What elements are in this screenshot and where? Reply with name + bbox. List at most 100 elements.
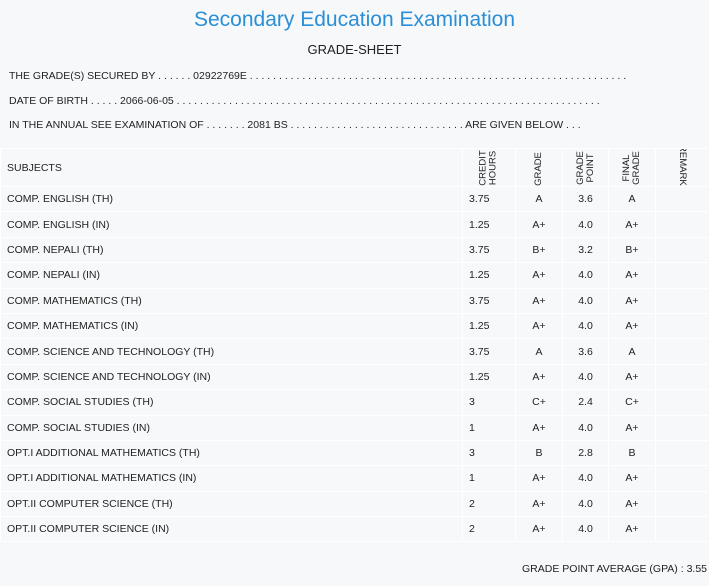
cell: A+ (608, 465, 656, 492)
remarks-cell (655, 516, 709, 543)
subject-cell: OPT.II COMPUTER SCIENCE (TH) (0, 490, 463, 518)
cell: A+ (515, 363, 563, 391)
info-line: DATE OF BIRTH . . . . . 2066-06-05 . . .… (9, 95, 600, 107)
cell: 2.8 (562, 439, 609, 467)
header-cell: GRADE POINT (562, 148, 609, 187)
cell: A+ (608, 490, 656, 518)
cell: 4.0 (562, 211, 609, 238)
gpa-label: GRADE POINT AVERAGE (GPA) : (522, 563, 684, 575)
cell: A+ (515, 312, 563, 340)
header-text: SUBJECTS (7, 161, 62, 174)
info-line: THE GRADE(S) SECURED BY . . . . . . 0292… (9, 70, 627, 82)
subject-cell: COMP. SCIENCE AND TECHNOLOGY (IN) (0, 363, 463, 391)
cell: 4.0 (562, 465, 609, 492)
header-text: GRADE (532, 151, 544, 186)
cell: 3.75 (462, 185, 516, 213)
cell: B+ (608, 236, 656, 264)
cell: 4.0 (562, 262, 609, 289)
cell: A+ (515, 414, 563, 441)
row: COMP. SCIENCE AND TECHNOLOGY (TH) 3.75 A 3.… (0, 338, 709, 365)
cell: 2 (462, 516, 516, 543)
header-text: GRADE (630, 150, 642, 185)
cell: A+ (515, 516, 563, 543)
subject-cell: OPT.II COMPUTER SCIENCE (IN) (0, 516, 463, 543)
header-cell: CREDIT HOURS (462, 148, 516, 187)
subject-cell: COMP. SOCIAL STUDIES (TH) (0, 389, 463, 416)
cell: 4.0 (562, 287, 609, 314)
header-cell: GRADE (515, 148, 563, 187)
cell: A (515, 338, 563, 365)
header-cell: SUBJECTS (0, 148, 463, 187)
gpa: GRADE POINT AVERAGE (GPA) : 3.55 (522, 563, 707, 575)
cell: B (515, 439, 563, 467)
remarks-cell (655, 439, 709, 467)
remarks-cell (655, 465, 709, 492)
header-row: SUBJECTS CREDIT HOURS GRADE GRADE POINT FINAL G… (0, 148, 709, 187)
gpa-value: 3.55 (686, 563, 707, 575)
cell: 1.25 (462, 211, 516, 238)
cell: A (608, 185, 656, 213)
subject-cell: COMP. ENGLISH (IN) (0, 211, 463, 238)
header-rot: FINAL GRADE (621, 150, 642, 185)
cell: A+ (608, 312, 656, 340)
cell: 1.25 (462, 363, 516, 391)
row: COMP. ENGLISH (TH) 3.75 A 3.6 A (0, 185, 709, 213)
cell: 3.6 (562, 185, 609, 213)
header-rot: GRADE POINT (574, 151, 596, 185)
cell: 4.0 (562, 414, 609, 441)
subject-cell: COMP. MATHEMATICS (TH) (0, 287, 463, 314)
remarks-cell (655, 363, 709, 391)
remarks-cell (655, 389, 709, 416)
cell: 3.75 (462, 287, 516, 314)
header-rot: GRADE (532, 151, 544, 186)
subject-cell: OPT.I ADDITIONAL MATHEMATICS (TH) (0, 439, 463, 467)
header-text: REMARKS (676, 148, 688, 187)
subject-cell: COMP. MATHEMATICS (IN) (0, 312, 463, 340)
subject-cell: COMP. SOCIAL STUDIES (IN) (0, 414, 463, 441)
info-line: IN THE ANNUAL SEE EXAMINATION OF . . . .… (9, 119, 581, 131)
cell: A (515, 185, 563, 213)
cell: 4.0 (562, 490, 609, 518)
header-text: HOURS (488, 150, 499, 185)
subject-cell: COMP. ENGLISH (TH) (0, 185, 463, 213)
cell: 3.6 (562, 338, 609, 365)
remarks-cell (655, 287, 709, 314)
cell: C+ (515, 389, 563, 416)
remarks-cell (655, 211, 709, 238)
remarks-cell (655, 338, 709, 365)
header-cell: REMARKS (655, 148, 709, 187)
cell: A+ (515, 287, 563, 314)
cell: 3.2 (562, 236, 609, 264)
subtitle: GRADE-SHEET (307, 42, 402, 57)
row: OPT.II COMPUTER SCIENCE (TH) 2 A+ 4.0 A+ (0, 490, 709, 518)
subject-cell: COMP. NEPALI (IN) (0, 262, 463, 289)
header-text: POINT (584, 152, 596, 183)
cell: A+ (515, 465, 563, 492)
cell: C+ (608, 389, 656, 416)
row: COMP. NEPALI (TH) 3.75 B+ 3.2 B+ (0, 236, 709, 264)
cell: 3 (462, 389, 516, 416)
cell: 1.25 (462, 262, 516, 289)
cell: 2.4 (562, 389, 609, 416)
cell: 3.75 (462, 236, 516, 264)
row: OPT.I ADDITIONAL MATHEMATICS (IN) 1 A+ 4.0 A… (0, 465, 709, 492)
cell: 1 (462, 465, 516, 492)
subject-cell: OPT.I ADDITIONAL MATHEMATICS (IN) (0, 465, 463, 492)
row: COMP. NEPALI (IN) 1.25 A+ 4.0 A+ (0, 262, 709, 289)
cell: 3 (462, 439, 516, 467)
row: COMP. MATHEMATICS (IN) 1.25 A+ 4.0 A+ (0, 312, 709, 340)
cell: A (608, 338, 656, 365)
row: OPT.I ADDITIONAL MATHEMATICS (TH) 3 B 2.8 B (0, 439, 709, 467)
cell: A+ (608, 516, 656, 543)
cell: 4.0 (562, 516, 609, 543)
cell: 3.75 (462, 338, 516, 365)
row: OPT.II COMPUTER SCIENCE (IN) 2 A+ 4.0 A+ (0, 516, 709, 543)
cell: 4.0 (562, 363, 609, 391)
remarks-cell (655, 414, 709, 441)
row: COMP. SCIENCE AND TECHNOLOGY (IN) 1.25 A+ 4… (0, 363, 709, 391)
grade-table: SUBJECTS CREDIT HOURS GRADE GRADE POINT FINAL G… (0, 148, 709, 543)
cell: A+ (515, 262, 563, 289)
row: COMP. MATHEMATICS (TH) 3.75 A+ 4.0 A+ (0, 287, 709, 314)
row: COMP. SOCIAL STUDIES (TH) 3 C+ 2.4 C+ (0, 389, 709, 416)
